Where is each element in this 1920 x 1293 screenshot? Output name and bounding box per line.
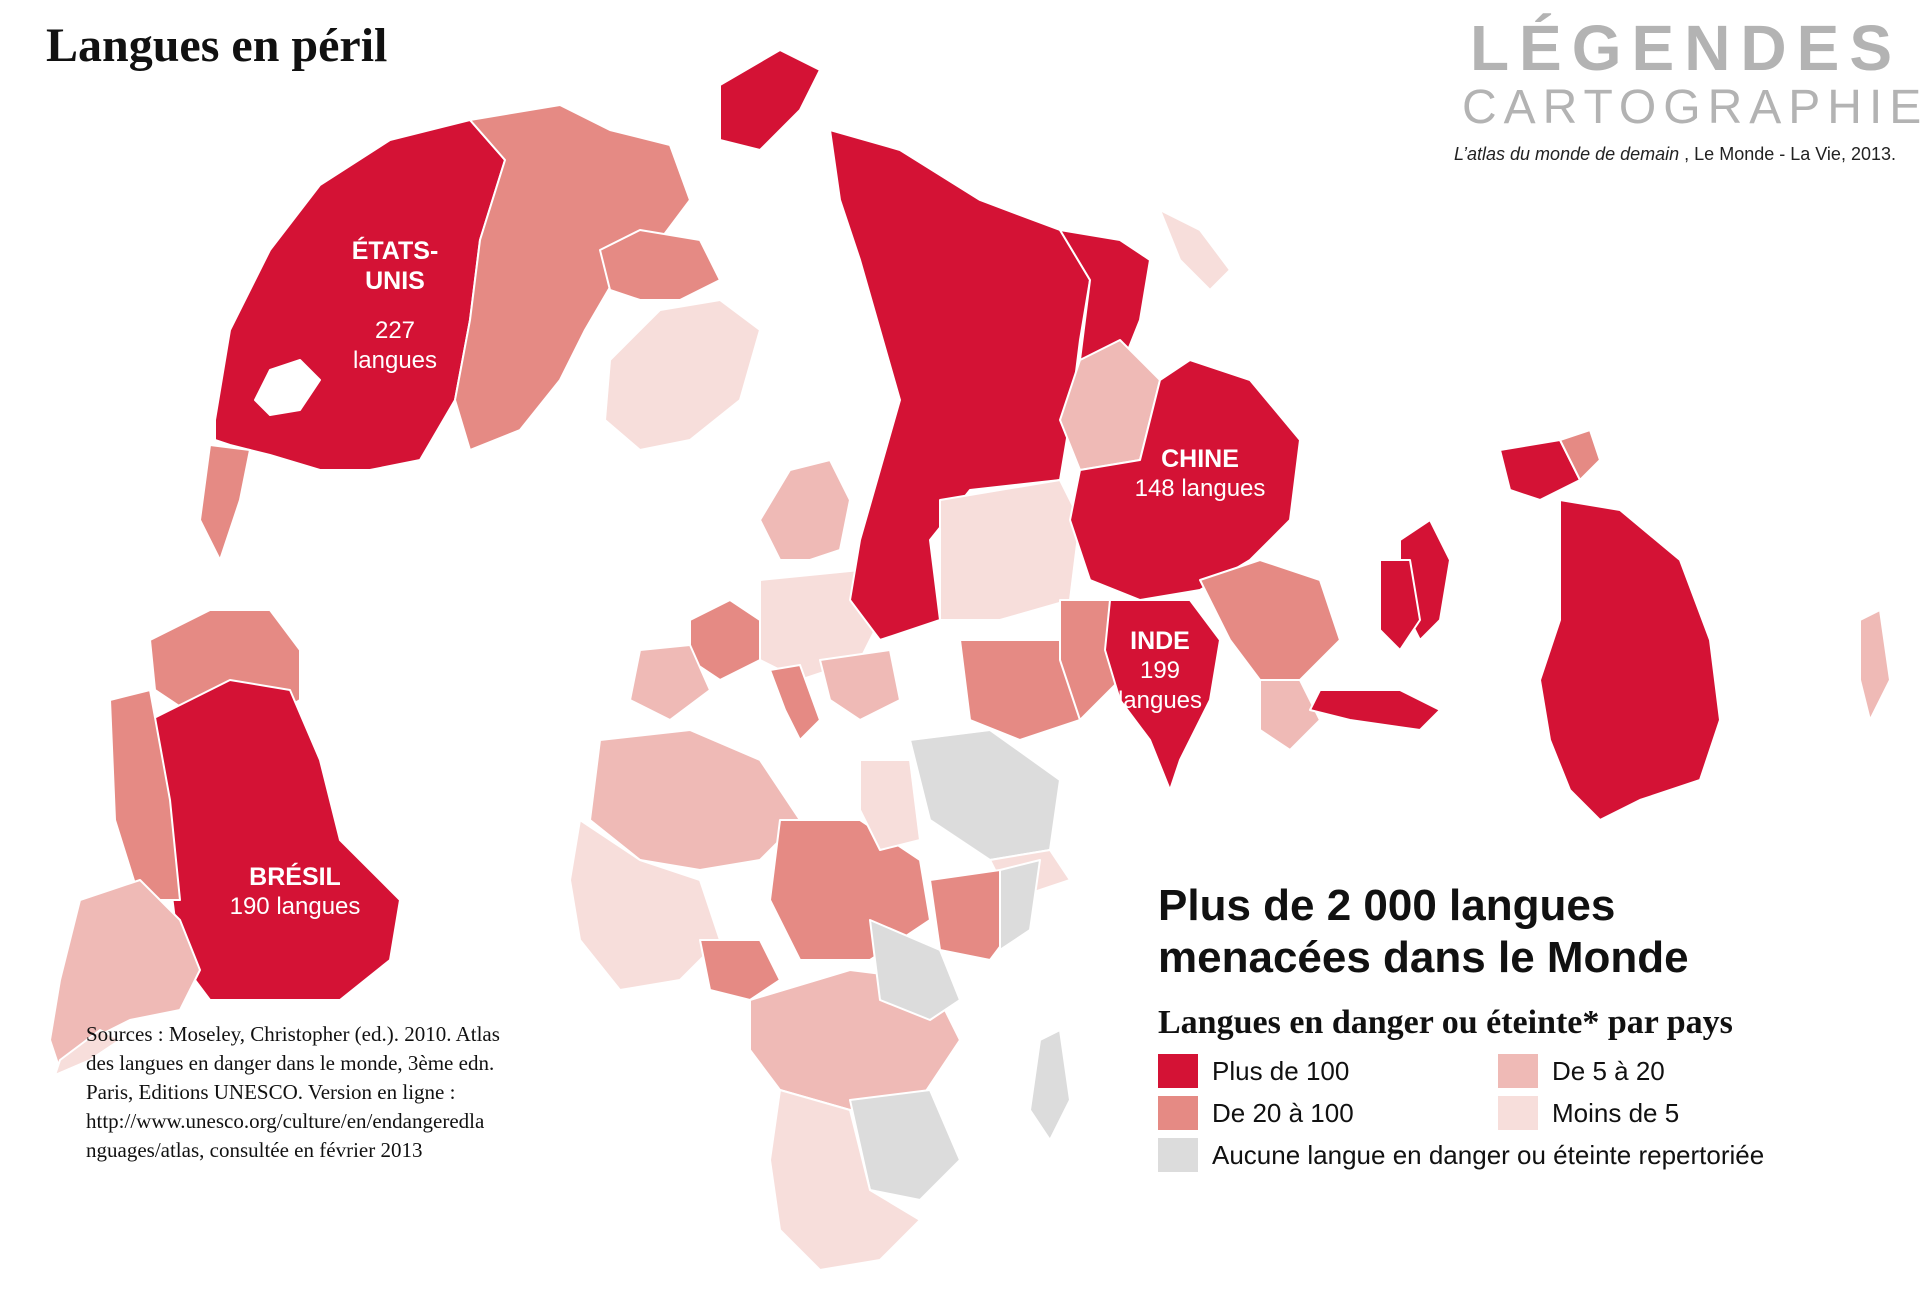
- region-nigeria: [699, 939, 781, 1001]
- citation-rest: , Le Monde - La Vie, 2013.: [1679, 144, 1896, 164]
- region-peru-bolivia: [109, 689, 181, 901]
- legend-swatch: [1158, 1138, 1198, 1172]
- map-title: Langues en péril: [46, 19, 388, 72]
- legend-label: De 5 à 20: [1552, 1055, 1665, 1086]
- region-china: [1069, 359, 1301, 601]
- region-italy: [769, 664, 821, 741]
- region-korea-japan: [1159, 209, 1231, 291]
- region-balkans: [819, 649, 901, 721]
- legend: Plus de 100 De 20 à 100 De 5 à 20 Moins …: [1158, 1054, 1898, 1184]
- legend-item: De 5 à 20: [1498, 1054, 1665, 1088]
- headline-line: Plus de 2 000 langues: [1158, 881, 1616, 930]
- region-png-east: [1499, 439, 1581, 501]
- country-name: BRÉSIL: [249, 863, 341, 891]
- region-new-zealand: [1859, 609, 1891, 721]
- country-count: 199 langues: [1117, 657, 1203, 714]
- region-chile-argentina: [49, 879, 201, 1071]
- region-australia: [1539, 499, 1721, 821]
- legend-swatch: [1498, 1054, 1538, 1088]
- legend-item: De 20 à 100: [1158, 1096, 1354, 1130]
- sources-line: nguages/atlas, consultée en février 2013: [86, 1138, 423, 1162]
- region-south-africa: [769, 1089, 921, 1271]
- citation-title: L’atlas du monde de demain: [1454, 144, 1680, 164]
- headline-line: menacées dans le Monde: [1158, 933, 1689, 982]
- region-scandinavia: [759, 459, 851, 561]
- legend-item: Moins de 5: [1498, 1096, 1679, 1130]
- region-egypt-sudan: [859, 759, 921, 851]
- sources-text: Sources : Moseley, Christopher (ed.). 20…: [86, 1020, 626, 1165]
- legend-label: Plus de 100: [1212, 1055, 1350, 1086]
- headline: Plus de 2 000 langues menacées dans le M…: [1158, 880, 1878, 984]
- region-south-cone: [54, 1029, 121, 1076]
- legend-swatch: [1158, 1054, 1198, 1088]
- legend-item: Plus de 100: [1158, 1054, 1349, 1088]
- legend-item: Aucune langue en danger ou éteinte reper…: [1158, 1138, 1764, 1172]
- region-pacific-small: [1559, 429, 1601, 481]
- logo-bottom-text: CARTOGRAPHIE: [1462, 81, 1920, 134]
- logo-top-text: LÉGENDES: [1469, 12, 1902, 84]
- country-label-usa: ÉTATS-UNIS 227 langues: [330, 236, 460, 376]
- country-label-brazil: BRÉSIL 190 langues: [210, 862, 380, 922]
- sources-line: Sources : Moseley, Christopher (ed.). 20…: [86, 1022, 500, 1046]
- legend-swatch: [1158, 1096, 1198, 1130]
- legend-label: De 20 à 100: [1212, 1097, 1354, 1128]
- country-label-china: CHINE 148 langues: [1110, 444, 1290, 504]
- region-greenland: [604, 299, 761, 451]
- country-count: 227 langues: [352, 317, 438, 374]
- legend-label: Aucune langue en danger ou éteinte reper…: [1212, 1139, 1765, 1170]
- legend-label: Moins de 5: [1552, 1097, 1680, 1128]
- country-count: 190 langues: [229, 893, 361, 920]
- legend-swatch: [1498, 1096, 1538, 1130]
- region-se-asia: [1199, 559, 1341, 681]
- region-canada: [454, 104, 691, 451]
- country-count: 148 langues: [1134, 475, 1266, 502]
- region-arctic-islands: [599, 229, 721, 301]
- region-india: [1104, 599, 1221, 791]
- region-arabia: [909, 729, 1061, 861]
- region-west-africa: [569, 819, 721, 991]
- region-indochina: [1259, 679, 1321, 751]
- region-hudson-lake: [254, 359, 321, 416]
- region-east-africa: [869, 919, 961, 1021]
- region-alaska: [719, 49, 821, 151]
- region-somalia: [999, 859, 1041, 951]
- country-label-india: INDE 199 langues: [1105, 626, 1215, 716]
- citation: L’atlas du monde de demain , Le Monde - …: [1454, 144, 1896, 165]
- country-name: INDE: [1130, 627, 1190, 655]
- region-afghanistan-pakistan: [1059, 599, 1121, 721]
- region-mexico: [199, 444, 251, 561]
- region-central-asia: [939, 479, 1081, 621]
- country-name: CHINE: [1161, 445, 1239, 473]
- region-north-africa: [589, 729, 801, 871]
- region-iran: [959, 639, 1081, 741]
- legend-title: Langues en danger ou éteinte* par pays: [1158, 1004, 1733, 1041]
- region-madagascar: [1029, 1029, 1071, 1141]
- country-name: ÉTATS-UNIS: [351, 237, 439, 295]
- logo: LÉGENDES CARTOGRAPHIE: [1462, 12, 1920, 134]
- region-russia-east: [1059, 229, 1151, 371]
- sources-line: Paris, Editions UNESCO. Version en ligne…: [86, 1080, 456, 1104]
- region-indonesia: [1309, 689, 1441, 731]
- sources-line: http://www.unesco.org/culture/en/endange…: [86, 1109, 485, 1133]
- region-borneo: [1379, 559, 1421, 651]
- sources-line: des langues en danger dans le monde, 3èm…: [86, 1051, 495, 1075]
- region-iberia: [629, 644, 711, 721]
